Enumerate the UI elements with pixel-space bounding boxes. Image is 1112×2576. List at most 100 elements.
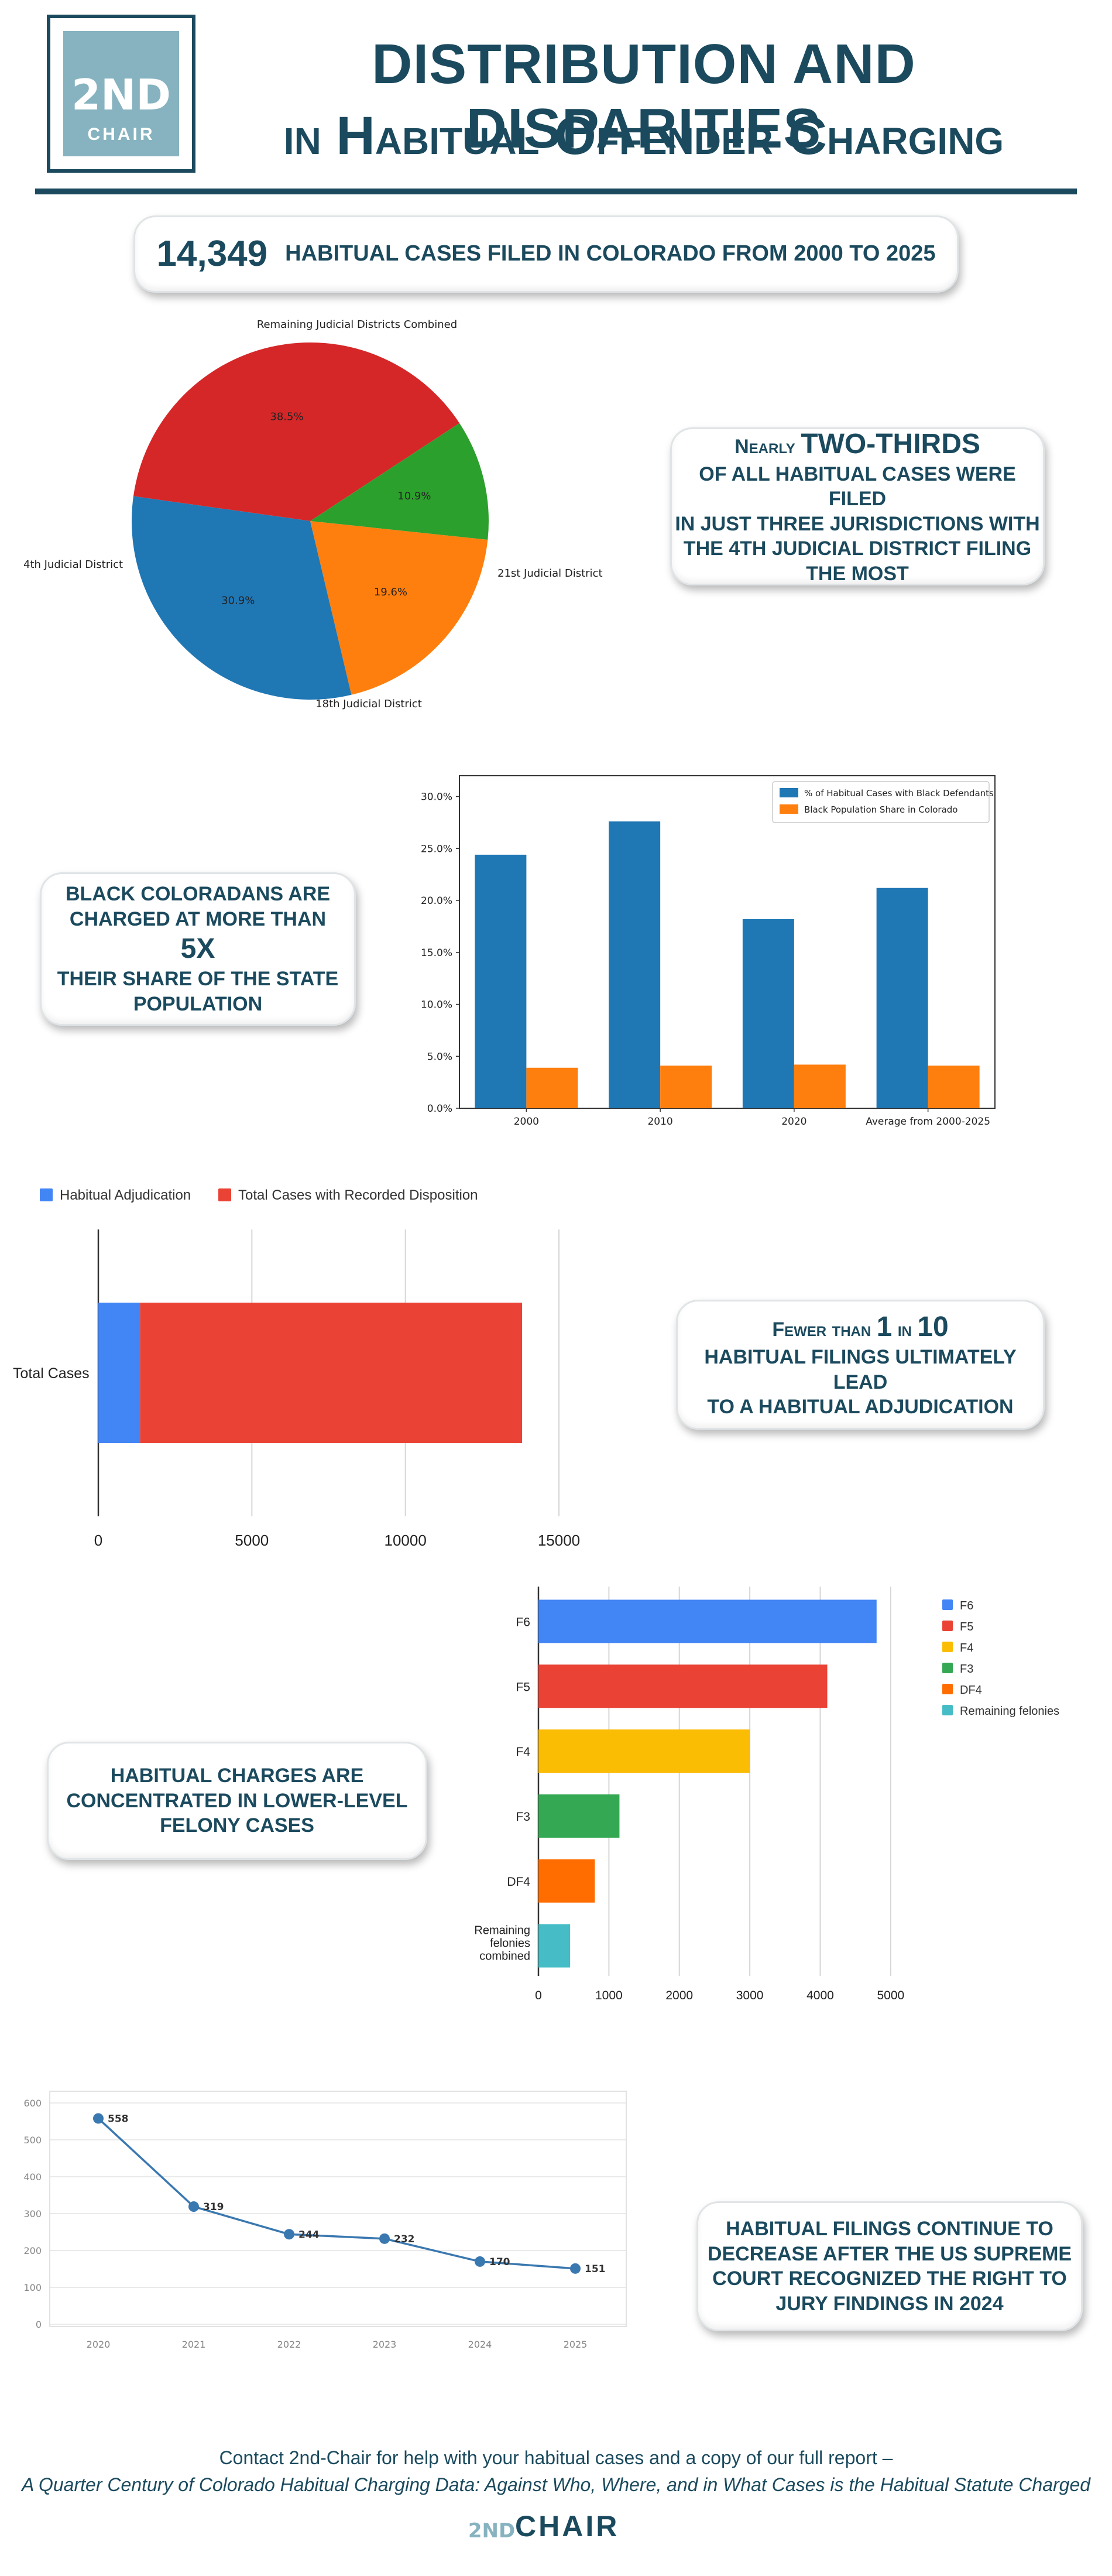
legend-swatch [40, 1188, 53, 1201]
x-tick-label: 3000 [736, 1989, 764, 2002]
page-title-line1: DISTRIBUTION AND DISPARITIES [372, 33, 916, 160]
header-divider [35, 189, 1077, 194]
footer-logo-wordmark: CHAIR [515, 2510, 620, 2543]
x-tick-label: 15000 [538, 1532, 580, 1549]
legend-swatch [780, 788, 798, 797]
line-point [284, 2229, 294, 2240]
black-line1: BLACK COLORADANS ARE [65, 883, 331, 905]
legend-label: % of Habitual Cases with Black Defendant… [804, 788, 994, 799]
y-tick-label: 400 [23, 2171, 42, 2183]
x-tick-label: 10000 [385, 1532, 427, 1549]
footer-logo-mark: 2ND [468, 2519, 515, 2543]
x-tick-label: 2000 [665, 1989, 693, 2002]
black-disparity-callout: BLACK COLORADANS ARE CHARGED AT MORE THA… [40, 872, 356, 1026]
stacked-bar-adjudication: Habitual Adjudication Total Cases with Re… [13, 1187, 580, 1549]
felony-line2: CONCENTRATED IN LOWER-LEVEL [66, 1789, 408, 1812]
two-thirds-line3: IN JUST THREE JURISDICTIONS WITH [675, 512, 1040, 535]
line-point [570, 2263, 581, 2274]
pie-value-label: 38.5% [270, 410, 303, 423]
y-category-label: DF4 [507, 1875, 530, 1889]
y-category-label: F6 [516, 1615, 530, 1629]
pie-category-label: 21st Judicial District [497, 567, 603, 580]
decrease-line1: HABITUAL FILINGS CONTINUE TO [726, 2218, 1053, 2240]
felony-bar [538, 1859, 595, 1903]
x-tick-label: 5000 [235, 1532, 269, 1549]
decrease-callout: HABITUAL FILINGS CONTINUE TO DECREASE AF… [696, 2201, 1083, 2331]
felony-line1: HABITUAL CHARGES ARE [110, 1765, 364, 1787]
footer-contact: Contact 2nd-Chair for help with your hab… [219, 2447, 893, 2468]
x-tick-label: 2020 [781, 1116, 806, 1128]
point-value-label: 319 [203, 2201, 224, 2213]
point-value-label: 151 [585, 2263, 606, 2275]
fewer-num2: 10 [917, 1311, 949, 1343]
y-category-label: F3 [516, 1810, 530, 1824]
pie-value-label: 10.9% [397, 490, 431, 502]
legend-label: Black Population Share in Colorado [804, 804, 957, 815]
y-tick-label: 0 [36, 2319, 42, 2330]
pie-slice [132, 496, 352, 700]
legend-swatch [942, 1684, 953, 1694]
line-point [475, 2256, 485, 2267]
logo: 2ND CHAIR [47, 15, 195, 173]
x-tick-label: 2022 [277, 2339, 301, 2350]
line-point [93, 2113, 104, 2124]
y-category-label: F5 [516, 1680, 530, 1694]
y-category-label: F4 [516, 1745, 530, 1759]
bar [526, 1067, 578, 1108]
pie-value-label: 30.9% [221, 594, 255, 607]
two-thirds-lead: Nearly [735, 435, 795, 458]
two-thirds-line2: OF ALL HABITUAL CASES WERE FILED [699, 463, 1016, 511]
total-cases-text: HABITUAL CASES FILED IN COLORADO FROM 20… [285, 241, 936, 266]
legend-label: Total Cases with Recorded Disposition [238, 1187, 478, 1203]
fewer-num1: 1 [876, 1311, 893, 1343]
x-tick-label: Average from 2000-2025 [866, 1116, 990, 1128]
y-category-label-part: felonies [490, 1937, 530, 1950]
felony-bar [538, 1664, 828, 1708]
total-cases-number: 14,349 [156, 234, 268, 275]
legend-swatch [218, 1188, 231, 1201]
black-emphasis: 5X [180, 933, 215, 964]
bar [876, 888, 928, 1108]
bar-chart-felony-class: 0 1000 2000 3000 4000 5000 F6 F5 F4 F3 DF4 Remainin… [474, 1587, 1059, 2002]
two-thirds-line4: THE 4TH JUDICIAL DISTRICT FILING [683, 537, 1032, 560]
logo-tile: 2ND CHAIR [63, 31, 179, 156]
legend-swatch [942, 1642, 953, 1652]
fewer-prefix: Fewer than [772, 1318, 871, 1341]
pie-category-label: 18th Judicial District [315, 698, 422, 710]
felony-line3: FELONY CASES [160, 1814, 314, 1837]
bar [660, 1066, 712, 1108]
legend-label: F5 [960, 1621, 973, 1633]
footer-logo-digit: 2ND [468, 2519, 515, 2543]
x-tick-label: 2025 [564, 2339, 588, 2350]
y-tick-label: 30.0% [421, 792, 452, 803]
y-category-label-part: Remaining [474, 1924, 530, 1937]
x-tick-label: 2010 [647, 1116, 672, 1128]
fewer-than-callout: Fewer than 1 in 10 HABITUAL FILINGS ULTI… [676, 1300, 1045, 1430]
two-thirds-emphasis: TWO-THIRDS [801, 428, 980, 460]
y-tick-label: 0.0% [427, 1103, 452, 1115]
x-tick-label: 2021 [182, 2339, 206, 2350]
decrease-line2: DECREASE AFTER THE US SUPREME [707, 2242, 1072, 2265]
x-tick-label: 2024 [468, 2339, 492, 2350]
line-series [97, 2118, 576, 2270]
legend-swatch [780, 804, 798, 814]
logo-digit: 2ND [71, 70, 171, 119]
two-thirds-line5: THE MOST [806, 562, 909, 585]
pie-category-label: Remaining Judicial Districts Combined [257, 318, 457, 331]
plot-frame [459, 775, 996, 1109]
total-cases-banner: 14,349 HABITUAL CASES FILED IN COLORADO … [133, 215, 959, 293]
legend-swatch [942, 1599, 953, 1610]
line-chart-filings: 0 100 200 300 400 500 600 558 2020 319 2021 244 2022… [23, 2091, 627, 2350]
y-tick-label: 500 [23, 2135, 42, 2146]
black-line2: CHARGED AT MORE THAN [69, 907, 327, 930]
point-value-label: 232 [394, 2234, 415, 2245]
x-tick-label: 2020 [87, 2339, 111, 2350]
legend-swatch [942, 1705, 953, 1715]
pie-slice [133, 342, 460, 521]
y-tick-label: 15.0% [421, 947, 452, 959]
y-tick-label: 100 [23, 2282, 42, 2293]
bar [928, 1066, 980, 1108]
black-line4: POPULATION [133, 992, 263, 1015]
legend-label: Remaining felonies [960, 1705, 1059, 1718]
legend-swatch [942, 1663, 953, 1673]
